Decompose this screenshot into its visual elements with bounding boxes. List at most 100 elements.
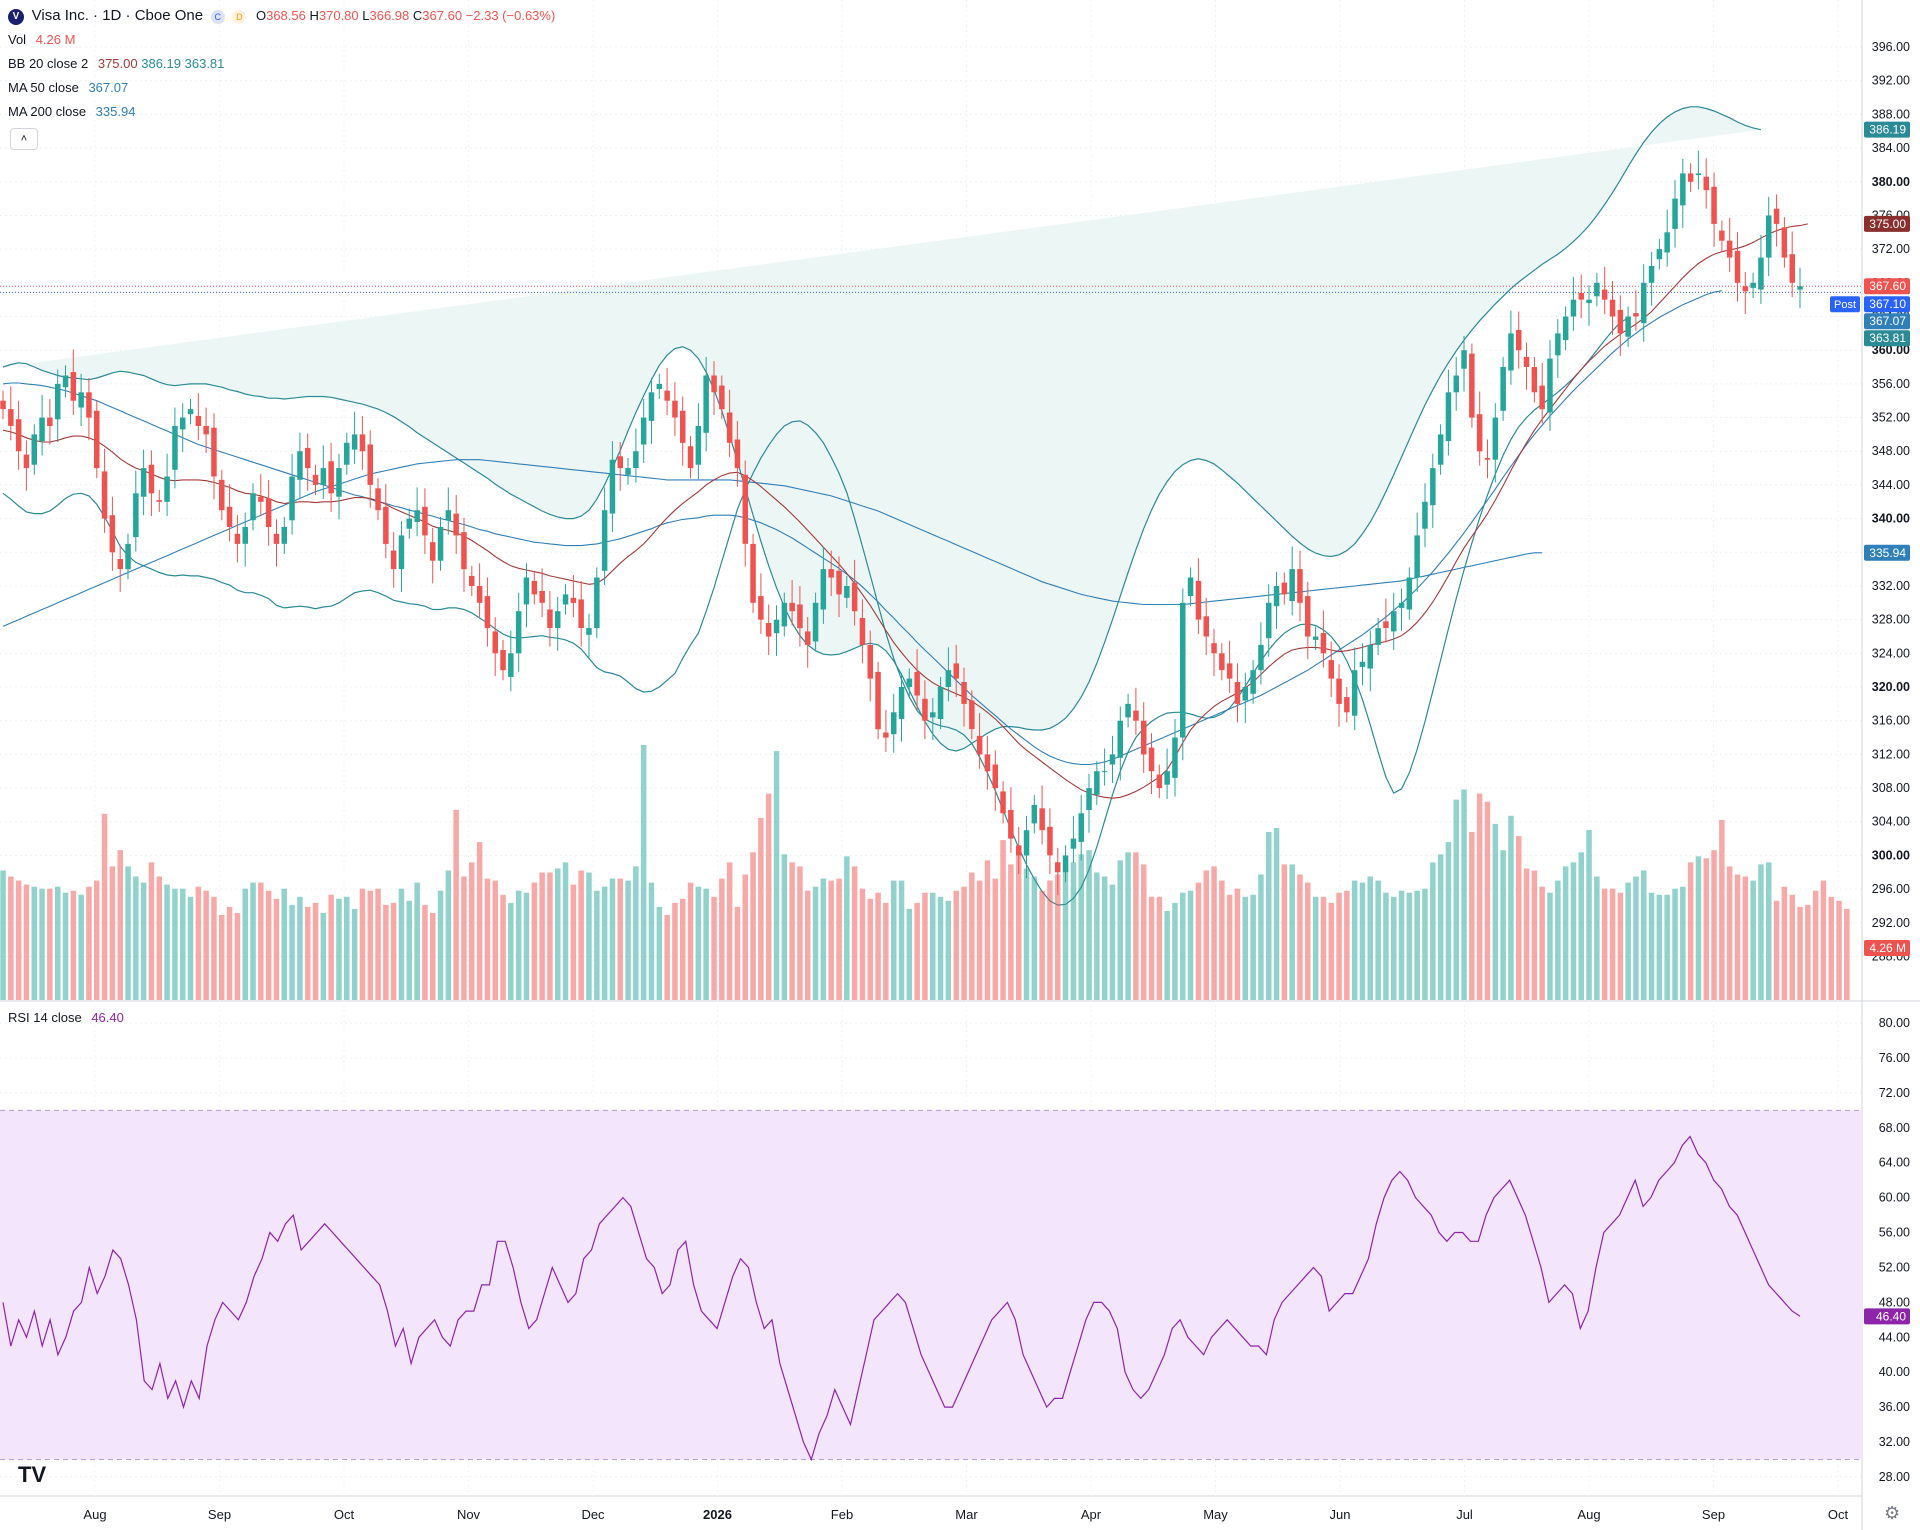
candle-body (1586, 299, 1592, 304)
candle-body (914, 671, 920, 696)
volume-bar (711, 896, 717, 1000)
volume-bar (1398, 890, 1405, 1000)
volume-bar (1648, 892, 1655, 1000)
bb-legend[interactable]: BB 20 close 2 375.00 386.19 363.81 (8, 56, 224, 72)
tradingview-logo[interactable]: TV (18, 1462, 47, 1487)
volume-bar (1484, 801, 1491, 1000)
currency-badge: C (210, 9, 225, 24)
volume-bar (344, 896, 350, 1000)
candle-body (1391, 611, 1397, 632)
volume-bar (1625, 882, 1631, 1000)
rsi-label: RSI 14 close (8, 1010, 82, 1025)
volume-bar (680, 898, 686, 1000)
post-label-bg (1830, 296, 1860, 313)
candle-body (1500, 367, 1506, 411)
gear-icon[interactable]: ⚙ (1884, 1503, 1901, 1523)
candle-body (1297, 569, 1303, 603)
volume-bar (625, 880, 631, 1000)
candle-body (437, 527, 444, 561)
candle-body (1703, 176, 1709, 191)
x-tick-label: Nov (457, 1507, 481, 1522)
candle-body (398, 535, 405, 570)
candle-body (1750, 282, 1756, 288)
volume-bar (1812, 890, 1819, 1000)
candle-body (703, 375, 709, 433)
price-tick-label: 348.00 (1872, 444, 1910, 458)
candle-body (1570, 299, 1577, 317)
bb-lower-value: 363.81 (184, 56, 225, 71)
rsi-legend[interactable]: RSI 14 close 46.40 (8, 1010, 124, 1026)
volume-bar (883, 902, 889, 1000)
volume-bar (156, 876, 162, 1000)
volume-bar (953, 890, 959, 1000)
ma200-legend[interactable]: MA 200 close 335.94 (8, 104, 135, 120)
volume-bar (508, 902, 514, 1000)
low-value: 366.98 (369, 8, 410, 23)
collapse-legend-button[interactable]: ˄ (10, 128, 38, 150)
candle-body (687, 446, 694, 469)
volume-bar (547, 872, 553, 1000)
volume-bar (492, 880, 498, 1000)
rsi-tick-label: 72.00 (1879, 1086, 1910, 1100)
volume-bar (797, 866, 803, 1000)
time-axis[interactable]: Aug Sep Oct Nov Dec 2026 Feb Mar Apr May Jun Jul Aug… (83, 1507, 1848, 1522)
candle-body (1023, 830, 1030, 856)
volume-bar (437, 890, 444, 1000)
close-value: 367.60 (422, 8, 463, 23)
volume-bar (1594, 876, 1600, 1000)
volume-bar (922, 892, 928, 1000)
volume-bar (1633, 876, 1639, 1000)
last-price-tag-bg (1864, 278, 1910, 295)
volume-bar (305, 906, 311, 1000)
candle-body (367, 444, 373, 485)
price-axis[interactable]: 396.00392.00388.00384.00380.00376.00372.… (1872, 40, 1910, 1484)
low-label: L (362, 8, 370, 23)
candle-body (648, 392, 655, 421)
volume-bar (226, 906, 233, 1000)
volume-bar (1461, 789, 1467, 1000)
volume-bar (820, 878, 827, 1000)
candle-body (1133, 710, 1139, 721)
price-tick-label: 308.00 (1872, 781, 1910, 795)
symbol-legend[interactable]: V Visa Inc. · 1D · Cboe One C D O368.56 … (8, 8, 555, 25)
volume-bar (1820, 880, 1827, 1000)
x-tick-label: Sep (1702, 1507, 1725, 1522)
ma50-legend[interactable]: MA 50 close 367.07 (8, 80, 128, 96)
x-tick-label: 2026 (703, 1507, 732, 1522)
candle-body (1234, 682, 1241, 704)
candle-body (594, 577, 600, 628)
price-tick-label: 360.00 (1872, 343, 1910, 357)
candle-body (195, 415, 202, 426)
price-tick-label: 300.00 (1872, 848, 1910, 862)
candle-body (1476, 414, 1483, 452)
candle-body (320, 468, 327, 485)
ma200-tag: 335.94 (1869, 546, 1906, 560)
candle-body (31, 434, 37, 465)
volume-bar (906, 908, 913, 1000)
candle-body (375, 488, 381, 511)
volume-bar (578, 870, 584, 1000)
volume-bar (1070, 862, 1077, 1000)
rsi-tick-label: 64.00 (1879, 1156, 1910, 1170)
candle-body (250, 493, 256, 521)
volume-bar (414, 882, 420, 1000)
rsi-line (2, 1135, 1801, 1462)
volume-bar (1039, 890, 1045, 1000)
candle-body (172, 426, 178, 470)
candle-body (1781, 227, 1788, 258)
candle-body (1773, 208, 1780, 224)
volume-legend[interactable]: Vol 4.26 M (8, 32, 75, 48)
price-tick-label: 324.00 (1872, 646, 1910, 660)
rsi-tick-label: 52.00 (1879, 1260, 1910, 1274)
open-label: O (255, 8, 267, 23)
price-tick-label: 304.00 (1872, 815, 1910, 829)
rsi-tick-label: 68.00 (1879, 1121, 1910, 1135)
candle-body (422, 506, 428, 536)
volume-bar (1258, 874, 1264, 1000)
candle-body (531, 580, 538, 595)
volume-bar (1195, 882, 1202, 1000)
ma50-value: 367.07 (88, 80, 129, 95)
candle-body (328, 461, 334, 494)
candle-body (351, 434, 358, 450)
